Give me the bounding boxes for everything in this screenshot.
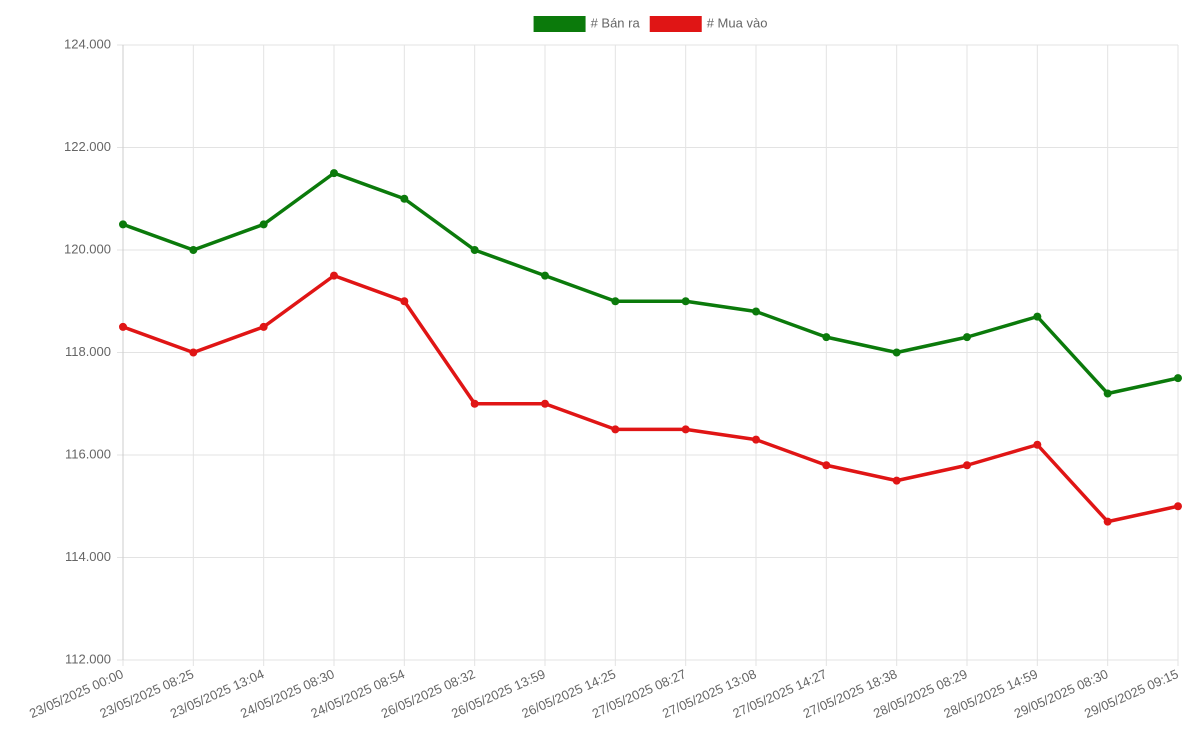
data-point xyxy=(752,435,760,444)
y-tick-label: 112.000 xyxy=(65,651,111,666)
data-point xyxy=(611,297,620,306)
data-point xyxy=(189,348,198,357)
data-point xyxy=(259,220,268,229)
series-line xyxy=(122,171,1179,396)
data-point xyxy=(400,194,409,203)
data-point xyxy=(1174,374,1182,383)
data-point xyxy=(330,271,338,280)
data-point xyxy=(892,348,901,357)
data-point xyxy=(541,399,549,408)
data-point xyxy=(119,220,127,229)
series-line xyxy=(122,273,1179,524)
data-point xyxy=(963,333,971,342)
data-point xyxy=(541,271,549,280)
data-point xyxy=(822,333,831,342)
legend-swatch xyxy=(649,16,702,32)
data-point xyxy=(1174,502,1182,511)
data-point xyxy=(892,476,901,485)
data-point xyxy=(470,399,479,408)
y-tick-label: 124.000 xyxy=(64,36,111,51)
data-point xyxy=(681,425,690,434)
data-point xyxy=(963,461,971,470)
y-tick-label: 120.000 xyxy=(64,241,111,256)
data-point xyxy=(752,307,760,316)
data-point xyxy=(400,297,409,306)
data-point xyxy=(1033,440,1042,449)
data-point xyxy=(681,297,690,306)
data-point xyxy=(1033,312,1042,321)
y-tick-label: 118.000 xyxy=(65,344,111,359)
data-point xyxy=(119,322,127,331)
y-tick-label: 122.000 xyxy=(64,139,111,154)
data-point xyxy=(1103,389,1112,398)
data-point xyxy=(259,322,268,331)
legend-swatch xyxy=(533,16,586,32)
legend: # Bán ra # Mua vào xyxy=(533,15,768,32)
data-point xyxy=(1103,517,1112,526)
data-point xyxy=(330,169,338,178)
legend-label: # Bán ra xyxy=(591,15,641,30)
data-point xyxy=(822,461,831,470)
y-tick-label: 114.000 xyxy=(65,549,111,564)
y-tick-label: 116.000 xyxy=(65,446,111,461)
data-point xyxy=(470,246,479,254)
data-point xyxy=(189,246,198,254)
legend-label: # Mua vào xyxy=(707,15,768,30)
data-point xyxy=(611,425,620,434)
